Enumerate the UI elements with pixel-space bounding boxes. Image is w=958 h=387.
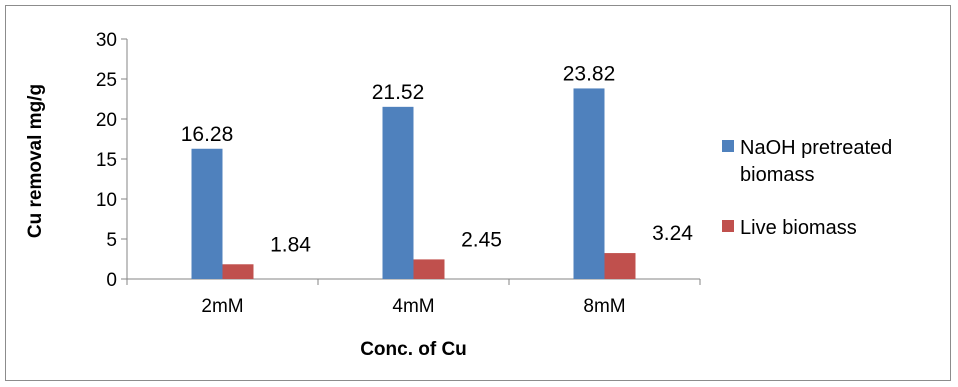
data-label: 3.24 (652, 222, 693, 245)
data-label: 16.28 (181, 123, 234, 146)
y-tick-label: 10 (96, 190, 117, 211)
legend-label: NaOH pretreated (740, 137, 892, 159)
x-axis: 2mM 4mM 8mM (126, 278, 701, 317)
y-tick-label: 30 (96, 30, 117, 51)
legend-swatch (722, 220, 734, 232)
legend-label: biomass (740, 164, 814, 186)
y-axis: 0 5 10 15 20 25 30 (96, 30, 128, 291)
data-label: 23.82 (563, 62, 616, 85)
y-tick-label: 20 (96, 110, 117, 131)
y-tick-label: 5 (106, 230, 117, 251)
data-label: 21.52 (372, 81, 425, 104)
y-axis-title: Cu removal mg/g (25, 84, 46, 238)
y-tick-label: 25 (96, 70, 117, 91)
bar-naoh (191, 148, 223, 279)
data-label: 2.45 (461, 228, 502, 251)
bar-live (604, 253, 636, 279)
bar-live (413, 259, 445, 279)
bar-naoh (382, 106, 414, 279)
legend: NaOH pretreated biomass Live biomass (722, 137, 892, 239)
bar-live (222, 264, 254, 279)
data-label: 1.84 (270, 233, 311, 256)
data-labels: 16.28 21.52 23.82 1.84 2.45 3.24 (181, 62, 694, 256)
bar-naoh (573, 88, 605, 279)
legend-label: Live biomass (740, 217, 857, 239)
chart-frame (5, 5, 951, 381)
x-axis-title: Conc. of Cu (360, 339, 467, 360)
legend-swatch (722, 140, 734, 152)
y-tick-label: 15 (96, 150, 117, 171)
x-tick-label: 2mM (201, 296, 243, 317)
x-tick-label: 8mM (583, 296, 625, 317)
bars (191, 88, 636, 279)
y-tick-label: 0 (106, 270, 117, 291)
x-tick-label: 4mM (392, 296, 434, 317)
